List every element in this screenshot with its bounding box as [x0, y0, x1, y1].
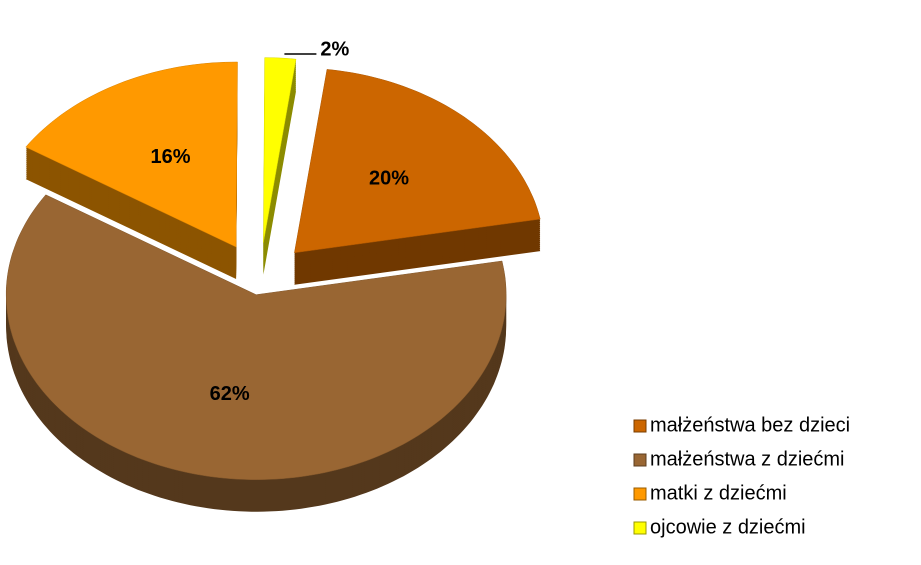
data-label: 2% — [320, 38, 349, 60]
slice — [5, 194, 507, 480]
slice — [294, 69, 541, 254]
data-label: 16% — [151, 146, 191, 168]
legend-swatch — [633, 487, 647, 501]
legend-swatch — [633, 453, 647, 467]
legend-label: małżeństwa bez dzieci — [650, 414, 850, 436]
slice — [25, 61, 238, 248]
legend-swatch — [633, 419, 647, 433]
legend-label: ojcowie z dziećmi — [650, 516, 806, 538]
legend-swatch — [633, 521, 647, 535]
legend-label: małżeństwa z dziećmi — [650, 448, 845, 470]
data-label: 20% — [369, 167, 409, 189]
legend-label: matki z dziećmi — [650, 482, 787, 504]
data-label: 62% — [210, 383, 250, 405]
slice — [263, 57, 297, 243]
